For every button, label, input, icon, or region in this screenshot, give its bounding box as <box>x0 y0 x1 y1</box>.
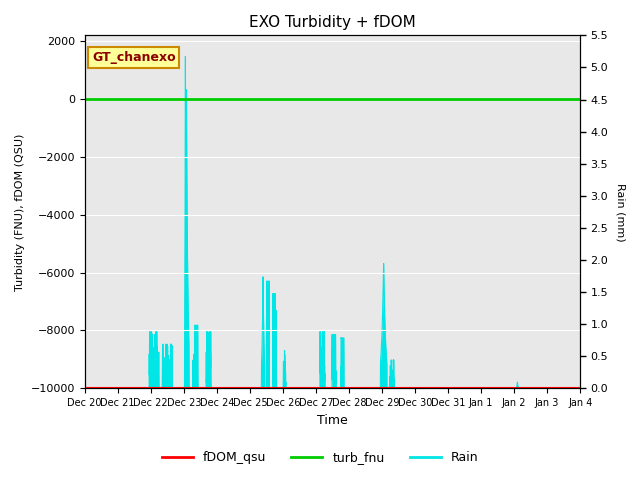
Title: EXO Turbidity + fDOM: EXO Turbidity + fDOM <box>249 15 416 30</box>
Legend: fDOM_qsu, turb_fnu, Rain: fDOM_qsu, turb_fnu, Rain <box>157 446 483 469</box>
Y-axis label: Rain (mm): Rain (mm) <box>615 182 625 241</box>
Text: GT_chanexo: GT_chanexo <box>92 51 176 64</box>
Y-axis label: Turbidity (FNU), fDOM (QSU): Turbidity (FNU), fDOM (QSU) <box>15 133 25 290</box>
X-axis label: Time: Time <box>317 414 348 427</box>
